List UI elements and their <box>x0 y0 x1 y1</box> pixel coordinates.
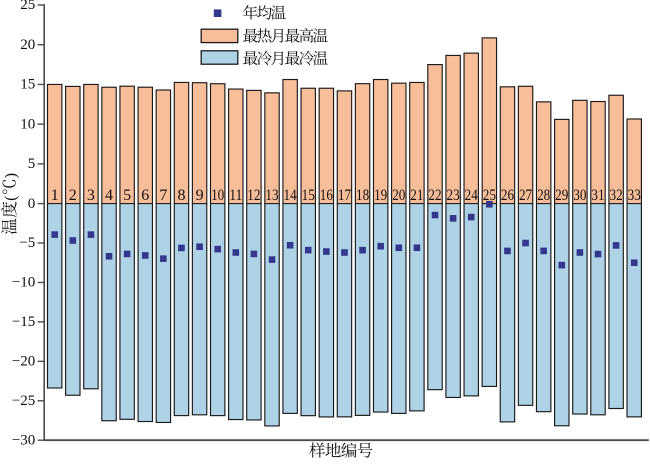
svg-text:7: 7 <box>159 187 167 204</box>
svg-text:1: 1 <box>51 187 59 204</box>
svg-text:31: 31 <box>591 187 604 204</box>
svg-text:4: 4 <box>105 187 113 204</box>
svg-text:28: 28 <box>537 187 550 204</box>
svg-text:14: 14 <box>284 187 297 204</box>
svg-text:16: 16 <box>320 187 333 204</box>
svg-text:12: 12 <box>247 187 260 204</box>
svg-text:23: 23 <box>447 187 460 204</box>
svg-text:18: 18 <box>356 187 369 204</box>
svg-text:9: 9 <box>196 187 204 204</box>
svg-text:−5: −5 <box>19 235 35 251</box>
svg-text:29: 29 <box>555 187 568 204</box>
svg-text:8: 8 <box>177 187 185 204</box>
svg-text:0: 0 <box>28 196 36 212</box>
svg-text:20: 20 <box>20 37 35 53</box>
svg-text:24: 24 <box>465 187 478 204</box>
svg-text:): ) <box>2 173 19 178</box>
svg-text:5: 5 <box>123 187 131 204</box>
svg-text:25: 25 <box>20 0 35 13</box>
svg-text:11: 11 <box>229 187 242 204</box>
svg-text:(: ( <box>2 196 19 201</box>
svg-text:10: 10 <box>20 116 35 132</box>
svg-text:21: 21 <box>410 187 423 204</box>
svg-text:26: 26 <box>501 187 514 204</box>
svg-text:27: 27 <box>519 187 532 204</box>
svg-text:−20: −20 <box>12 354 35 370</box>
svg-text:5: 5 <box>28 156 36 172</box>
svg-text:2: 2 <box>69 187 77 204</box>
svg-text:17: 17 <box>338 187 351 204</box>
svg-text:13: 13 <box>265 187 278 204</box>
svg-text:20: 20 <box>392 187 405 204</box>
svg-text:22: 22 <box>428 187 441 204</box>
svg-text:10: 10 <box>211 187 224 204</box>
svg-text:−15: −15 <box>12 314 35 330</box>
svg-text:15: 15 <box>20 77 35 93</box>
svg-text:32: 32 <box>610 187 623 204</box>
svg-text:3: 3 <box>87 187 95 204</box>
svg-text:33: 33 <box>628 187 641 204</box>
svg-text:30: 30 <box>573 187 586 204</box>
svg-text:6: 6 <box>141 187 149 204</box>
svg-text:15: 15 <box>302 187 315 204</box>
svg-text:−10: −10 <box>12 275 35 291</box>
svg-text:−25: −25 <box>12 393 35 409</box>
svg-text:−30: −30 <box>12 432 35 448</box>
svg-text:19: 19 <box>374 187 387 204</box>
svg-text:25: 25 <box>483 187 496 204</box>
